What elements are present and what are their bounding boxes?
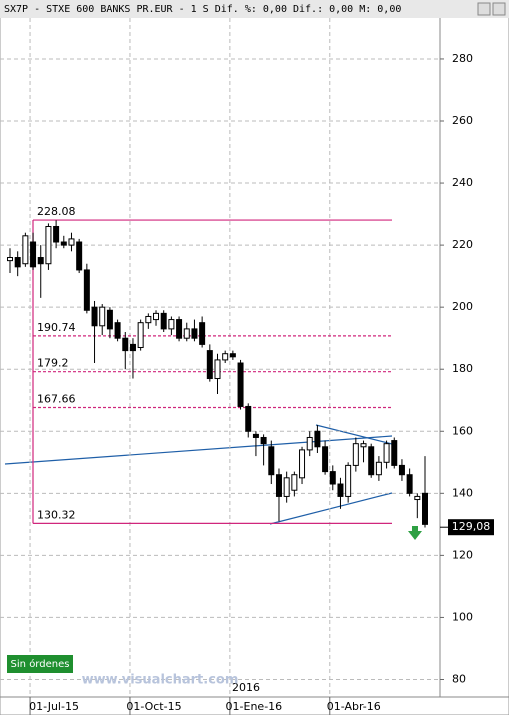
level-label: 179.2 (37, 357, 69, 370)
candle-body (368, 446, 375, 476)
trend-line (269, 492, 393, 525)
y-tick-label: 180 (452, 362, 473, 375)
candle-body (129, 343, 136, 352)
header-bar (0, 0, 509, 18)
candle-body (76, 241, 83, 271)
candle-body (83, 269, 90, 311)
candle-body (153, 312, 160, 321)
y-tick-label: 120 (452, 548, 473, 561)
candle-body (314, 430, 321, 448)
y-tick-label: 140 (452, 486, 473, 499)
level-label: 130.32 (37, 508, 76, 521)
trend-line (315, 424, 393, 445)
header-text: SX7P - STXE 600 BANKS PR.EUR - 1 S Dif. … (4, 4, 401, 15)
candle-body (406, 474, 413, 494)
y-tick-label: 260 (452, 114, 473, 127)
year-label: 2016 (232, 681, 260, 694)
level-label: 167.66 (37, 393, 76, 406)
y-tick-label: 240 (452, 176, 473, 189)
candle-body (222, 353, 229, 361)
candle-body (422, 492, 428, 525)
last-price-box (448, 519, 494, 536)
candle-body (245, 405, 252, 432)
x-tick-label: 01-Ene-16 (226, 700, 283, 713)
candle-body (268, 446, 275, 476)
last-price-label: 129,08 (452, 520, 491, 533)
watermark: www.visualchart.com (82, 673, 239, 688)
candle-body (30, 241, 37, 268)
y-tick-label: 100 (452, 610, 473, 623)
candle-body (22, 235, 29, 265)
candle-body (275, 474, 282, 497)
candle-body (122, 337, 129, 352)
candle-body (106, 309, 113, 330)
minimize-button[interactable] (477, 2, 491, 16)
candle-body (176, 319, 183, 339)
candle-body (291, 474, 298, 491)
candle-body (306, 436, 313, 451)
candle-body (299, 449, 306, 479)
candle-body (214, 359, 221, 380)
candle-body (99, 306, 106, 327)
level-label: 190.74 (37, 321, 76, 334)
status-text: Sin órdenes (11, 658, 70, 670)
y-tick-label: 220 (452, 238, 473, 251)
x-tick-label: 01-Abr-16 (327, 700, 381, 713)
candle-body (237, 362, 244, 407)
candle-body (91, 306, 98, 327)
y-tick-label: 80 (452, 672, 466, 685)
candle-body (68, 238, 75, 246)
y-tick-label: 160 (452, 424, 473, 437)
candle-body (199, 322, 206, 345)
candle-body (283, 477, 290, 497)
candle-body (375, 461, 382, 476)
candle-body (252, 433, 259, 438)
candle-body (329, 471, 336, 485)
candle-body (37, 257, 44, 265)
candle-body (114, 322, 121, 339)
candle-body (206, 350, 213, 380)
y-tick-label: 200 (452, 300, 473, 313)
candle-body (191, 328, 198, 339)
candle-body (337, 483, 344, 497)
candle-body (160, 312, 167, 330)
candle-body (360, 443, 367, 448)
candle-body (53, 225, 60, 243)
candle-body (45, 225, 52, 265)
trend-line (4, 435, 393, 465)
candle-body (398, 464, 405, 476)
status-box[interactable] (7, 655, 73, 673)
candle-body (145, 315, 152, 324)
candle-body (183, 328, 190, 339)
candle-body (352, 443, 359, 466)
candle-body (414, 495, 421, 501)
candle-body (14, 257, 21, 268)
level-label: 228.08 (37, 205, 76, 218)
candle-body (345, 464, 352, 497)
buy-arrow (408, 526, 422, 540)
y-tick-label: 280 (452, 52, 473, 65)
candle-body (260, 436, 267, 445)
x-tick-label: 01-Oct-15 (126, 700, 181, 713)
candle-body (60, 241, 67, 246)
candle-body (7, 257, 13, 262)
candle-body (137, 322, 144, 348)
candle-body (322, 446, 329, 473)
candle-body (229, 353, 236, 358)
close-button[interactable] (492, 2, 506, 16)
candle-body (168, 319, 175, 330)
x-tick-label: 01-Jul-15 (29, 700, 79, 713)
candle-body (383, 443, 390, 463)
candle-body (391, 440, 398, 466)
